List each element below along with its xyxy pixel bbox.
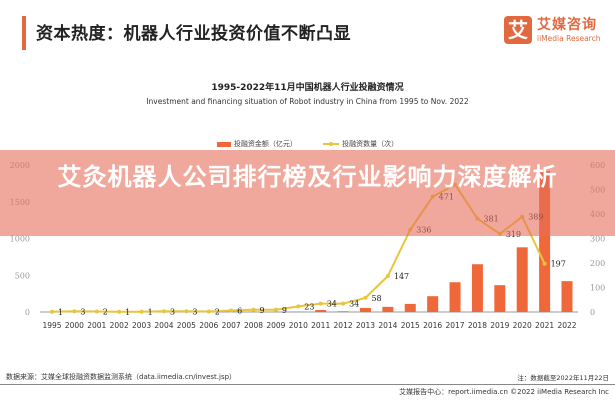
x-axis-tick: 2014: [378, 321, 397, 330]
legend-amount-label: 投融资金额（亿元）: [233, 140, 297, 148]
logo-name-cn: 艾媒咨询: [537, 17, 597, 33]
bar-2014: [382, 306, 394, 312]
bar-2015: [404, 303, 416, 312]
line-point-label: 147: [394, 272, 409, 281]
x-axis-tick: 2022: [557, 321, 576, 330]
right-axis-tick: 100: [590, 284, 605, 293]
line-point: [542, 261, 547, 266]
bar-2021: [539, 170, 551, 312]
x-axis-tick: 2020: [513, 321, 532, 330]
left-axis-tick: 0: [25, 308, 30, 317]
legend-item-amount: 投融资金额（亿元）: [216, 139, 297, 149]
line-point: [206, 309, 211, 314]
logo-mark-icon: 艾: [504, 16, 532, 44]
line-point: [139, 309, 144, 314]
line-point-label: 197: [551, 260, 566, 269]
x-axis-tick: 2015: [401, 321, 420, 330]
right-axis-tick: 200: [590, 259, 605, 268]
line-point: [273, 307, 278, 312]
x-axis-tick: 2016: [423, 321, 442, 330]
overlay-banner: [0, 150, 615, 236]
chart-title: 1995-2022年11月中国机器人行业投融资情况: [211, 83, 404, 93]
line-point-label: 2: [103, 308, 108, 317]
line-point: [318, 301, 323, 306]
footer-divider: [0, 384, 615, 385]
x-axis-tick: 2010: [289, 321, 308, 330]
line-point: [161, 309, 166, 314]
x-axis-tick: 2013: [356, 321, 375, 330]
line-point: [341, 301, 346, 306]
header-accent-bar: [22, 16, 26, 50]
line-point-label: 1: [125, 308, 130, 317]
bar-2017: [449, 282, 461, 312]
left-axis-tick: 500: [15, 271, 30, 280]
data-note: 注：数据截至2022年11月22日: [517, 374, 609, 382]
left-axis-tick: 1000: [10, 235, 30, 244]
bar-2013: [359, 307, 371, 312]
banner-headline: 艾灸机器人公司排行榜及行业影响力深度解析: [57, 163, 558, 191]
line-point-label: 9: [282, 306, 287, 315]
x-axis-tick: 2012: [334, 321, 353, 330]
line-point-label: 2: [215, 308, 220, 317]
line-point: [184, 309, 189, 314]
line-point-label: 3: [192, 307, 197, 316]
x-axis-tick: 2021: [535, 321, 554, 330]
line-point: [251, 307, 256, 312]
x-axis-tick: 1995: [42, 321, 61, 330]
chart-subtitle: Investment and financing situation of Ro…: [146, 97, 469, 106]
x-axis-tick: 2008: [244, 321, 263, 330]
line-swatch-icon: [323, 141, 340, 146]
line-point-label: 3: [170, 307, 175, 316]
x-axis-tick: 2004: [154, 321, 173, 330]
line-point: [72, 309, 77, 314]
page-title: 资本热度：机器人行业投资价值不断凸显: [36, 24, 351, 44]
x-axis-tick: 2017: [445, 321, 464, 330]
x-axis-tick: 2019: [490, 321, 509, 330]
line-point-label: 58: [371, 294, 381, 303]
right-axis-tick: 300: [590, 235, 605, 244]
data-source: 数据来源：艾媒全球投融资数据监测系统（data.iimedia.cn/inves…: [6, 373, 237, 381]
line-point-label: 1: [58, 308, 63, 317]
logo-name-en: iiMedia Research: [537, 34, 601, 43]
legend-item-count: 投融资数量（次）: [323, 139, 398, 149]
x-axis-tick: 2001: [87, 321, 106, 330]
line-point-label: 9: [260, 306, 265, 315]
x-axis-tick: 2000: [65, 321, 84, 330]
page-header: 资本热度：机器人行业投资价值不断凸显 艾 艾媒咨询 iiMedia Resear…: [0, 0, 615, 60]
bar-swatch-icon: [216, 141, 231, 147]
line-point: [229, 308, 234, 313]
line-point: [94, 309, 99, 314]
iimedia-logo: 艾 艾媒咨询 iiMedia Research: [504, 14, 614, 48]
bar-2020: [516, 247, 528, 312]
line-point-label: 23: [304, 302, 314, 311]
bar-2018: [471, 264, 483, 312]
line-point-label: 6: [237, 307, 242, 316]
x-axis-tick: 2018: [468, 321, 487, 330]
x-axis-tick: 2003: [132, 321, 151, 330]
bar-2016: [427, 296, 439, 312]
line-point: [50, 309, 54, 314]
line-point: [117, 309, 122, 314]
line-point-label: 1: [148, 308, 153, 317]
bar-2011: [315, 310, 327, 312]
x-axis-tick: 2007: [222, 321, 241, 330]
copyright: 艾媒报告中心：report.iimedia.cn ©2022 iiMedia R…: [399, 388, 609, 396]
x-axis-tick: 2005: [177, 321, 196, 330]
line-point-label: 3: [80, 307, 85, 316]
chart-legend: 投融资金额（亿元） 投融资数量（次）: [0, 139, 615, 149]
line-point-label: 34: [349, 300, 359, 309]
legend-count-label: 投融资数量（次）: [342, 140, 399, 148]
line-point-label: 34: [327, 300, 337, 309]
bar-2012: [337, 311, 349, 312]
bar-2022: [561, 281, 573, 312]
line-point: [385, 273, 390, 278]
x-axis-tick: 2006: [199, 321, 218, 330]
x-axis-tick: 2011: [311, 321, 330, 330]
line-point: [363, 295, 368, 300]
x-axis-tick: 2009: [266, 321, 285, 330]
bar-2019: [494, 285, 506, 312]
line-point: [296, 304, 301, 309]
x-axis-tick: 2002: [110, 321, 129, 330]
right-axis-tick: 0: [590, 308, 595, 317]
